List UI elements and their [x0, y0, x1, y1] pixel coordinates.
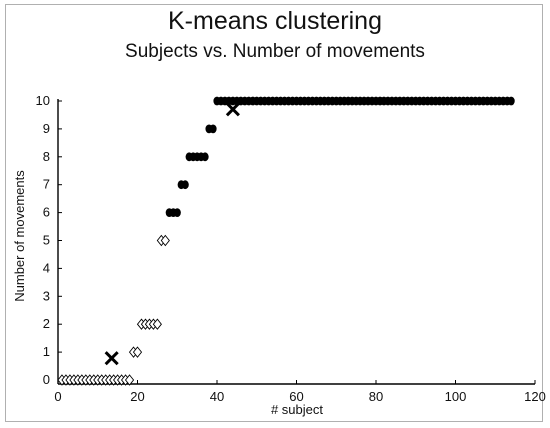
x-tick-label: 80: [369, 389, 383, 404]
diamond-point: [160, 234, 170, 247]
circle-point: [201, 152, 209, 162]
y-tick-label: 0: [43, 372, 50, 387]
circle-point: [173, 208, 181, 218]
circle-point: [181, 180, 189, 190]
data-points: [57, 96, 515, 386]
chart-subtitle: Subjects vs. Number of movements: [125, 41, 425, 62]
plot-axes: [57, 99, 536, 385]
centroid-x-marker: [104, 351, 119, 366]
y-tick-label: 4: [43, 260, 50, 275]
y-tick-label: 8: [43, 149, 50, 164]
x-tick-labels: 0 20 40 60 80 100 120: [54, 389, 545, 404]
diamond-point: [132, 346, 143, 358]
y-tick-label: 5: [43, 233, 50, 248]
x-tick-label: 20: [130, 389, 144, 404]
y-tick-label: 7: [43, 177, 50, 192]
x-tick-label: 100: [445, 389, 467, 404]
x-tick-label: 120: [524, 389, 546, 404]
x-axis-label: # subject: [271, 402, 323, 417]
x-tick-label: 40: [210, 389, 224, 404]
chart-title: K-means clustering: [168, 7, 382, 35]
y-tick-label: 9: [43, 121, 50, 136]
y-tick-label: 6: [43, 205, 50, 220]
circle-point: [507, 96, 515, 106]
y-tick-label: 10: [36, 93, 50, 108]
centroid-x-marker: [225, 102, 240, 117]
circle-point: [209, 124, 217, 134]
y-tick-labels: 0 1 2 3 4 5 6 7 8 9 10: [36, 93, 50, 387]
y-tick-label: 1: [43, 344, 50, 359]
diamond-point: [152, 318, 162, 330]
y-axis-label: Number of movements: [12, 170, 27, 302]
x-tick-label: 0: [54, 389, 61, 404]
chart-frame: [5, 4, 543, 422]
x-tick-label: 60: [289, 389, 303, 404]
diamond-point: [124, 374, 135, 386]
y-tick-label: 3: [43, 288, 50, 303]
y-tick-label: 2: [43, 316, 50, 331]
